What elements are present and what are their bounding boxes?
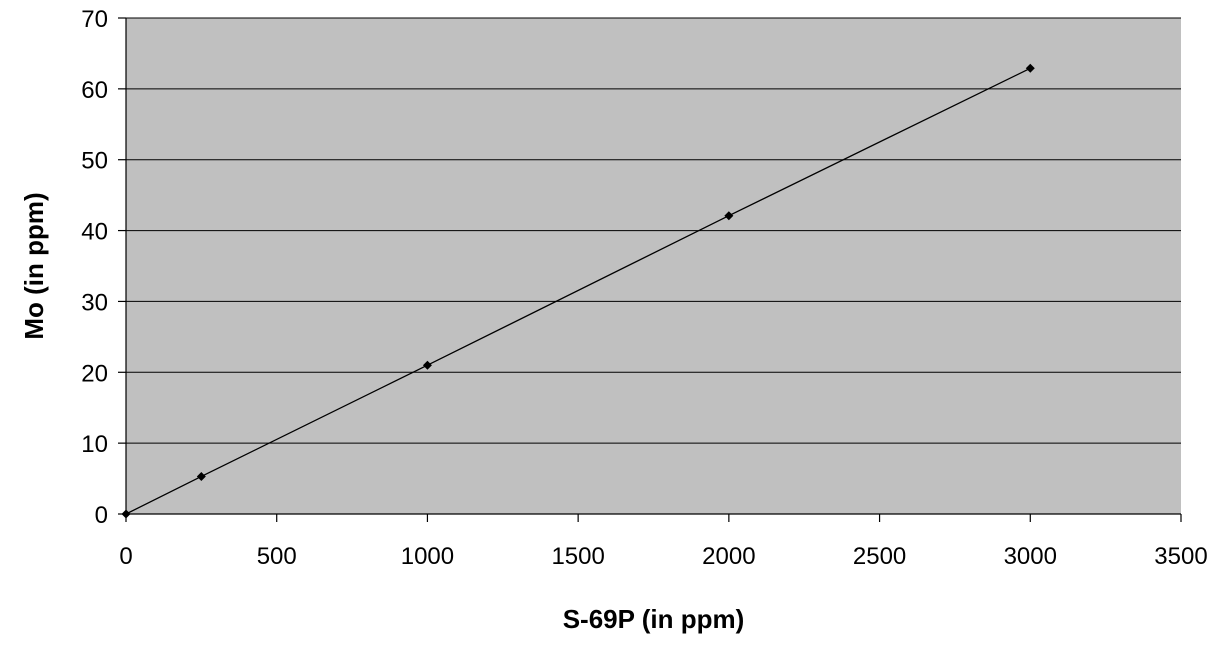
data-point-marker bbox=[422, 360, 432, 370]
series-group bbox=[121, 63, 1035, 519]
data-point-marker bbox=[196, 471, 206, 481]
y-tick-label: 10 bbox=[81, 431, 108, 458]
x-tick-label: 2000 bbox=[702, 543, 755, 570]
y-tick-label: 60 bbox=[81, 77, 108, 104]
x-axis-title: S-69P (in ppm) bbox=[563, 604, 745, 634]
data-point-marker bbox=[121, 509, 131, 519]
gridlines bbox=[126, 17, 1181, 444]
y-tick-labels: 0 10 20 30 40 50 60 70 bbox=[81, 6, 108, 529]
x-tick-label: 3000 bbox=[1004, 543, 1057, 570]
x-tick-label: 1000 bbox=[401, 543, 454, 570]
y-tick-label: 20 bbox=[81, 360, 108, 387]
x-tick-label: 500 bbox=[257, 543, 297, 570]
x-tick-label: 2500 bbox=[853, 543, 906, 570]
plot-area bbox=[126, 18, 1181, 514]
x-tick-label: 1500 bbox=[551, 543, 604, 570]
y-axis-title: Mo (in ppm) bbox=[19, 192, 49, 339]
x-tick-label: 3500 bbox=[1154, 543, 1207, 570]
y-tick-label: 40 bbox=[81, 219, 108, 246]
y-tick-label: 70 bbox=[81, 6, 108, 33]
y-tick-label: 0 bbox=[95, 502, 108, 529]
y-tick-label: 50 bbox=[81, 148, 108, 175]
x-tick-label: 0 bbox=[119, 543, 132, 570]
axes bbox=[118, 17, 1182, 522]
x-tick-labels: 0 500 1000 1500 2000 2500 3000 3500 bbox=[119, 543, 1207, 570]
y-tick-label: 30 bbox=[81, 289, 108, 316]
data-point-marker bbox=[1025, 63, 1035, 73]
data-point-marker bbox=[724, 211, 734, 221]
